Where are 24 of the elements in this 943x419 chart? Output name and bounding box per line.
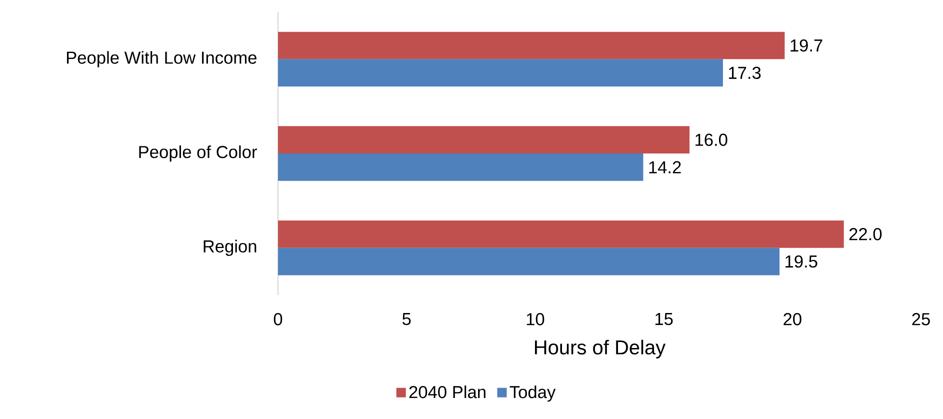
bar [278, 154, 644, 181]
bar [278, 126, 690, 154]
x-tick-label: 15 [655, 313, 673, 326]
x-tick-label: 10 [526, 313, 544, 326]
x-tick-label: 25 [912, 313, 930, 326]
x-tick-label: 20 [784, 313, 802, 326]
y-tick-label: People With Low Income [66, 51, 256, 68]
data-label: 19.7 [790, 39, 822, 52]
data-label: 22.0 [849, 228, 882, 240]
bar [278, 59, 723, 87]
x-axis-title: Hours of Delay [534, 340, 666, 358]
bar [278, 220, 844, 248]
y-tick-label: People of Color [139, 145, 257, 162]
data-label: 16.0 [696, 134, 728, 146]
x-tick-label: 0 [274, 313, 282, 326]
legend-label: Today [510, 385, 556, 402]
bar [278, 248, 780, 276]
x-tick-label: 5 [402, 313, 411, 326]
legend-label: 2040 Plan [409, 385, 486, 398]
data-label: 19.5 [786, 255, 818, 268]
data-label: 14.2 [649, 161, 681, 174]
bar [278, 32, 785, 60]
y-tick-label: Region [204, 240, 256, 256]
data-label: 17.3 [728, 66, 761, 79]
